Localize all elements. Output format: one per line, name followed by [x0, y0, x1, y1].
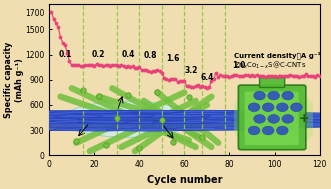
- Text: 0.2: 0.2: [92, 50, 106, 59]
- Circle shape: [124, 121, 192, 124]
- Circle shape: [0, 111, 263, 123]
- Circle shape: [205, 115, 290, 119]
- Circle shape: [169, 110, 236, 113]
- Circle shape: [259, 119, 327, 121]
- Text: 3.2: 3.2: [184, 66, 198, 75]
- X-axis label: Cycle number: Cycle number: [147, 175, 222, 185]
- Circle shape: [0, 121, 62, 123]
- Circle shape: [279, 114, 331, 116]
- Circle shape: [23, 128, 108, 131]
- Circle shape: [256, 118, 331, 121]
- Circle shape: [163, 112, 230, 114]
- Circle shape: [272, 123, 331, 126]
- Text: Current density：A g⁻¹: Current density：A g⁻¹: [234, 52, 321, 59]
- Circle shape: [69, 114, 154, 117]
- Circle shape: [0, 114, 65, 116]
- Circle shape: [214, 126, 300, 129]
- Circle shape: [288, 115, 331, 118]
- Circle shape: [160, 115, 246, 118]
- Circle shape: [0, 117, 23, 120]
- Circle shape: [53, 128, 139, 131]
- Circle shape: [0, 117, 63, 119]
- Circle shape: [17, 115, 103, 118]
- Text: 1.0: 1.0: [232, 61, 245, 70]
- Circle shape: [117, 110, 184, 112]
- Circle shape: [0, 115, 331, 131]
- Circle shape: [78, 121, 146, 123]
- Circle shape: [4, 110, 331, 123]
- Circle shape: [204, 114, 271, 117]
- Circle shape: [0, 112, 32, 114]
- Text: 6.4: 6.4: [200, 73, 213, 82]
- Circle shape: [106, 128, 192, 131]
- Text: 0.8: 0.8: [144, 51, 157, 60]
- Circle shape: [28, 121, 96, 124]
- Circle shape: [235, 111, 303, 114]
- Circle shape: [51, 120, 118, 122]
- Circle shape: [0, 115, 59, 118]
- Circle shape: [150, 120, 217, 123]
- Circle shape: [182, 119, 250, 122]
- Circle shape: [200, 121, 267, 123]
- Circle shape: [205, 117, 272, 120]
- Circle shape: [71, 111, 139, 113]
- Circle shape: [249, 125, 331, 128]
- Text: 0.4: 0.4: [121, 50, 135, 59]
- Circle shape: [5, 111, 72, 113]
- Circle shape: [152, 121, 220, 124]
- Circle shape: [115, 111, 183, 113]
- Circle shape: [0, 120, 38, 123]
- Circle shape: [0, 115, 59, 119]
- Circle shape: [285, 117, 331, 119]
- Text: Zn$_x$Co$_{1-x}$S@C-CNTs: Zn$_x$Co$_{1-x}$S@C-CNTs: [234, 60, 307, 71]
- Circle shape: [0, 119, 7, 122]
- Circle shape: [13, 119, 80, 121]
- Circle shape: [50, 111, 118, 114]
- Circle shape: [169, 127, 255, 131]
- Circle shape: [11, 113, 78, 115]
- Circle shape: [125, 114, 211, 117]
- Circle shape: [115, 121, 183, 124]
- Text: 0.1: 0.1: [58, 50, 71, 59]
- Text: 1.6: 1.6: [166, 54, 180, 63]
- Circle shape: [231, 120, 299, 122]
- Circle shape: [37, 110, 105, 113]
- Circle shape: [90, 121, 157, 124]
- Circle shape: [273, 119, 331, 123]
- Circle shape: [209, 116, 277, 118]
- Circle shape: [278, 121, 331, 124]
- Circle shape: [194, 110, 261, 113]
- Circle shape: [0, 126, 51, 129]
- Y-axis label: Specific capacity
(mAh g⁻¹): Specific capacity (mAh g⁻¹): [4, 42, 24, 118]
- Ellipse shape: [63, 101, 193, 137]
- Circle shape: [188, 113, 256, 116]
- Circle shape: [73, 110, 141, 113]
- Circle shape: [0, 125, 18, 128]
- Circle shape: [264, 112, 331, 115]
